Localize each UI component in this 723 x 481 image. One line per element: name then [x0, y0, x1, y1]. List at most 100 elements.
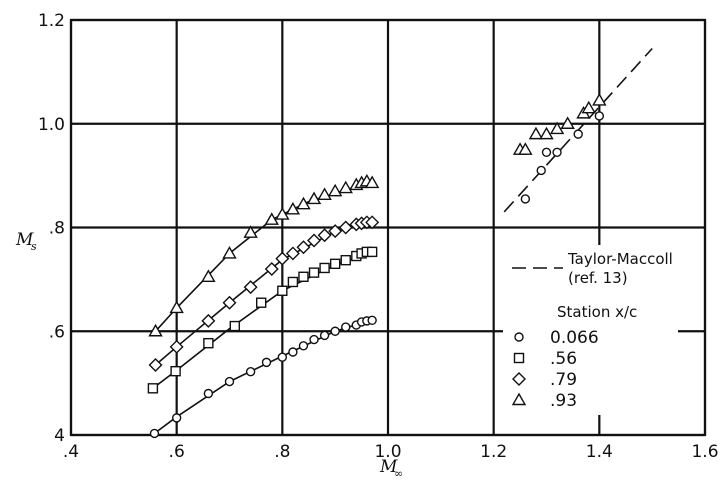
- data-point-circle: [341, 322, 351, 332]
- legend-marker-square: [513, 352, 525, 364]
- data-point-diamond: [275, 251, 290, 266]
- data-point-circle: [330, 326, 340, 336]
- data-point-triangle: [222, 246, 237, 259]
- y-tick-label: .8: [49, 219, 65, 239]
- data-point-triangle: [148, 323, 163, 337]
- data-point-diamond: [296, 240, 311, 255]
- data-point-square: [319, 262, 330, 274]
- data-point-circle: [149, 428, 160, 439]
- data-point-circle: [261, 357, 272, 368]
- data-point-circle: [309, 334, 319, 345]
- legend-marker-triangle: [511, 392, 527, 406]
- data-point-square: [366, 246, 378, 258]
- y-tick-label: 1.0: [38, 115, 65, 135]
- x-axis-label-subscript: ∞: [394, 467, 403, 480]
- data-point-circle: [319, 330, 330, 341]
- y-axis-label: M: [15, 230, 34, 250]
- data-point-diamond: [317, 228, 332, 243]
- data-point-circle: [541, 147, 552, 157]
- fit-line: [152, 251, 373, 389]
- data-point-triangle: [296, 196, 311, 210]
- data-point-circle: [520, 194, 531, 204]
- data-point-square: [277, 285, 288, 296]
- x-tick-label: 1.6: [691, 442, 718, 462]
- x-axis-label: M: [379, 457, 398, 477]
- data-point-circle: [536, 165, 546, 176]
- x-tick-label: 1.0: [374, 442, 401, 462]
- data-point-diamond: [328, 224, 343, 239]
- legend-marker-circle: [514, 332, 524, 342]
- data-point-circle: [203, 388, 214, 399]
- legend-label: 0.066: [550, 328, 599, 348]
- data-points: [147, 92, 607, 439]
- data-point-triangle: [581, 100, 596, 114]
- data-point-diamond: [307, 233, 322, 248]
- data-point-diamond: [148, 357, 163, 372]
- tick-labels: .4 .6 .8 1.0 1.2 1.4 1.6 4 .6 .8 1.0 1.2: [38, 11, 719, 462]
- data-point-triangle: [560, 116, 575, 129]
- data-point-triangle: [364, 175, 380, 189]
- data-point-triangle: [243, 225, 258, 238]
- data-point-square: [298, 271, 309, 282]
- data-point-triangle: [317, 187, 332, 201]
- data-point-circle: [277, 352, 288, 362]
- data-point-square: [308, 267, 320, 278]
- legend-theory-label: Taylor-Maccoll: [567, 250, 673, 268]
- data-point-circle: [298, 341, 309, 351]
- data-point-triangle: [201, 269, 216, 282]
- legend-background: [503, 245, 678, 415]
- data-point-diamond: [169, 339, 184, 354]
- legend-label: .79: [550, 370, 577, 390]
- data-point-triangle: [549, 121, 565, 135]
- y-tick-label: .6: [49, 322, 65, 342]
- fit-line: [154, 181, 373, 332]
- data-point-circle: [573, 129, 583, 139]
- data-point-square: [170, 365, 181, 377]
- data-point-circle: [552, 147, 562, 157]
- data-point-square: [340, 254, 351, 266]
- x-tick-label: .8: [274, 442, 290, 462]
- x-tick-label: 1.2: [480, 442, 507, 462]
- data-point-circle: [171, 413, 182, 423]
- data-point-triangle: [327, 183, 343, 197]
- fit-line: [154, 221, 373, 366]
- data-point-triangle: [518, 142, 533, 155]
- data-point-square: [329, 258, 341, 270]
- data-point-triangle: [285, 201, 301, 215]
- data-point-triangle: [338, 180, 353, 194]
- data-point-square: [256, 297, 267, 308]
- data-point-square: [147, 383, 159, 394]
- y-axis-label-subscript: s: [31, 240, 37, 253]
- data-point-square: [229, 320, 240, 332]
- data-point-circle: [367, 315, 377, 326]
- data-point-diamond: [243, 280, 258, 295]
- data-point-diamond: [285, 246, 300, 261]
- x-tick-label: .6: [169, 442, 185, 462]
- x-tick-label: 1.4: [586, 442, 613, 462]
- data-point-triangle: [528, 126, 544, 140]
- y-tick-label: 4: [54, 426, 65, 446]
- fit-line: [154, 319, 373, 435]
- data-point-triangle: [169, 300, 184, 314]
- data-point-diamond: [222, 295, 237, 310]
- legend-entries: 0.066.56.79.93: [511, 328, 599, 411]
- data-point-triangle: [275, 207, 290, 220]
- data-point-circle: [594, 111, 605, 121]
- y-tick-label: 1.2: [38, 11, 65, 31]
- plot-frame: [69, 18, 707, 437]
- legend-label: .93: [550, 391, 577, 411]
- data-point-diamond: [365, 215, 380, 230]
- data-point-circle: [288, 347, 298, 357]
- data-point-triangle: [264, 212, 279, 225]
- legend-label: .56: [550, 349, 577, 369]
- legend-marker-diamond: [512, 372, 526, 386]
- data-point-diamond: [338, 220, 353, 235]
- data-point-diamond: [201, 313, 216, 328]
- data-point-circle: [245, 367, 256, 377]
- data-point-circle: [224, 376, 235, 387]
- data-point-square: [287, 276, 299, 288]
- x-tick-label: .4: [63, 442, 79, 462]
- legend-theory-ref: (ref. 13): [568, 269, 628, 287]
- legend: Taylor-Maccoll (ref. 13) Station x/c 0.0…: [503, 245, 678, 415]
